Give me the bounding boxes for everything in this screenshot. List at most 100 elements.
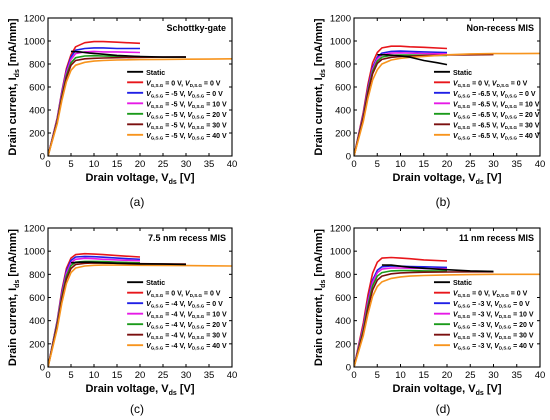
x-tick-label: 10 [395, 370, 406, 381]
y-tick-label: 1200 [24, 224, 45, 235]
chart-title: Schottky-gate [166, 23, 226, 33]
y-tick-label: 200 [335, 129, 351, 140]
legend-label: VG,S.G = 0 V, VD,S.G = 0 V [453, 80, 528, 88]
x-tick-label: 25 [465, 159, 476, 170]
legend-label: VG,S.G = 0 V, VD,S.G = 0 V [146, 291, 221, 299]
static-line [70, 261, 187, 266]
plot-frame [47, 227, 233, 368]
x-tick-label: 20 [135, 159, 146, 170]
y-axis-label: Drain current, Ids [mA/mm] [7, 229, 21, 366]
curves [48, 40, 232, 156]
x-tick-label: 0 [45, 370, 50, 381]
x-axis-label: Drain voltage, Vds [V] [85, 172, 194, 186]
y-tick-label: 1200 [24, 14, 45, 25]
y-tick-label: 1000 [330, 247, 351, 258]
y-tick-label: 400 [29, 316, 45, 327]
x-tick-label: 25 [158, 159, 169, 170]
y-tick-label: 800 [335, 270, 351, 281]
series-line [354, 54, 448, 156]
x-tick-label: 20 [135, 370, 146, 381]
y-axis-label: Drain current, Ids [mA/mm] [313, 229, 327, 366]
y-tick-label: 200 [29, 339, 45, 350]
legend-label: VG,S.G = -4 V, VD,S.G = 10 V [146, 312, 227, 320]
legend-label-static: Static [453, 280, 472, 287]
chart-panel-1: 0 5 10 15 20 25 30 35 40020040060080010001200Sch… [7, 14, 237, 187]
series-line [354, 256, 448, 367]
x-tick-label: 25 [465, 370, 476, 381]
chart-title: Non-recess MIS [466, 23, 534, 33]
series-line [354, 273, 540, 367]
x-tick-label: 10 [395, 159, 406, 170]
static-line [70, 50, 186, 58]
series-line [48, 252, 141, 367]
x-tick-label: 25 [158, 370, 169, 381]
series-line [48, 58, 232, 156]
x-tick-label: 30 [488, 159, 499, 170]
series-line [354, 52, 448, 156]
x-tick-label: 10 [89, 370, 100, 381]
y-tick-label: 200 [29, 129, 45, 140]
legend-label: VG,S.G = 0 V, VD,S.G = 0 V [453, 291, 528, 299]
x-tick-label: 30 [488, 370, 499, 381]
series-line [48, 264, 232, 367]
x-axis-label: Drain voltage, Vds [V] [85, 383, 194, 397]
legend-label-static: Static [146, 280, 165, 287]
legend-label: VG,S.G = -5 V, VD,S.G = 10 V [146, 101, 227, 109]
x-tick-label: 20 [442, 159, 453, 170]
x-tick-label: 15 [112, 159, 123, 170]
x-tick-label: 0 [351, 159, 356, 170]
y-tick-label: 200 [335, 339, 351, 350]
panel-label: (a) [130, 195, 145, 209]
legend-label: VG,S.G = -4 V, VD,S.G = 30 V [146, 333, 227, 341]
legend-label: VG,S.G = -3 V, VD,S.G = 10 V [453, 312, 534, 320]
legend-label: VG,S.G = -5 V, VD,S.G = 30 V [146, 122, 227, 130]
y-tick-label: 400 [335, 106, 351, 117]
legend-label: VG,S.G = -3 V, VD,S.G = 20 V [453, 322, 534, 330]
legend-label: VG,S.G = -5 V, VD,S.G = 20 V [146, 112, 227, 120]
y-tick-label: 800 [29, 270, 45, 281]
y-tick-label: 1200 [330, 14, 351, 25]
x-tick-label: 35 [511, 159, 522, 170]
series-line [48, 255, 141, 367]
x-tick-label: 40 [227, 370, 238, 381]
legend-label: VG,S.G = -4 V, VD,S.G = 40 V [146, 343, 227, 351]
curves [354, 45, 540, 156]
x-tick-label: 35 [511, 370, 522, 381]
y-tick-label: 400 [29, 106, 45, 117]
y-tick-label: 600 [29, 83, 45, 94]
legend-label: VG,S.G = -4 V, VD,S.G = 20 V [146, 322, 227, 330]
x-axis-label: Drain voltage, Vds [V] [392, 172, 501, 186]
y-axis-label: Drain current, Ids [mA/mm] [313, 18, 327, 155]
y-tick-label: 0 [40, 363, 45, 374]
x-tick-label: 40 [227, 159, 238, 170]
x-tick-label: 5 [375, 370, 380, 381]
x-axis-label: Drain voltage, Vds [V] [392, 383, 501, 397]
series-line [48, 260, 141, 367]
chart-panel-4: 0 5 10 15 20 25 30 35 4002004006008001000120011 … [313, 224, 545, 398]
x-tick-label: 30 [181, 370, 192, 381]
series-line [354, 50, 448, 156]
x-tick-label: 35 [204, 159, 215, 170]
x-tick-label: 10 [89, 159, 100, 170]
legend-label: VG,S.G = -6.5 V, VD,S.G = 20 V [453, 112, 540, 120]
x-tick-label: 0 [351, 370, 356, 381]
y-tick-label: 400 [335, 316, 351, 327]
x-tick-label: 0 [45, 159, 50, 170]
legend-label-static: Static [453, 70, 472, 77]
chart-panel-2: 0 5 10 15 20 25 30 35 40020040060080010001200Non… [313, 14, 545, 187]
panel-label: (d) [436, 402, 451, 416]
x-tick-label: 35 [204, 370, 215, 381]
plot-frame [353, 17, 541, 157]
legend-label: VG,S.G = -4 V, VD,S.G = 0 V [146, 301, 223, 309]
x-tick-label: 15 [112, 370, 123, 381]
x-tick-label: 5 [68, 370, 73, 381]
y-tick-label: 1000 [24, 247, 45, 258]
legend-label: VG,S.G = 0 V, VD,S.G = 0 V [146, 80, 221, 88]
y-tick-label: 1000 [24, 37, 45, 48]
curves [48, 252, 232, 367]
x-tick-label: 5 [68, 159, 73, 170]
panel-label: (c) [130, 402, 144, 416]
x-tick-label: 15 [418, 159, 429, 170]
plot-frame [353, 227, 541, 368]
